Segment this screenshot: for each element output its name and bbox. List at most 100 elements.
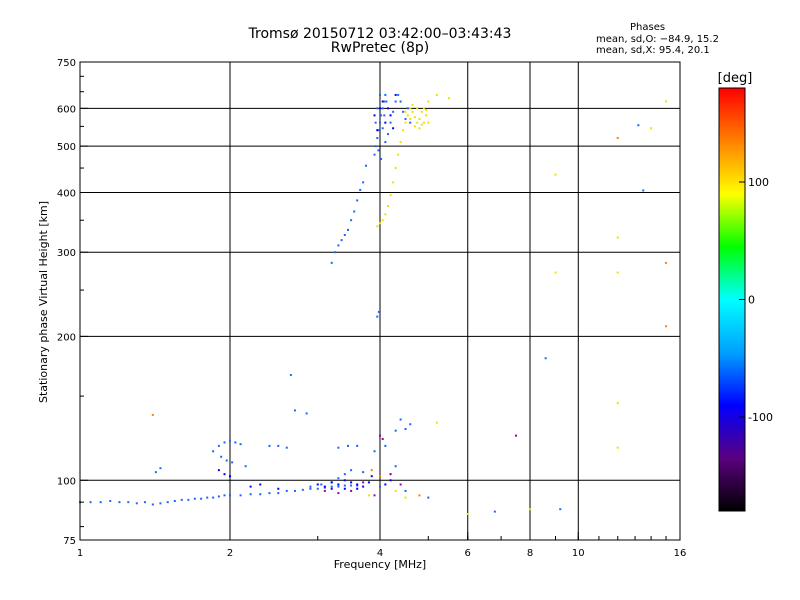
echo-point: [330, 481, 333, 484]
echo-point: [404, 121, 407, 124]
echo-point: [389, 121, 392, 124]
y-tick-label: 75: [63, 536, 76, 547]
echo-point: [353, 210, 356, 213]
echo-point: [305, 412, 308, 415]
echo-point: [409, 423, 412, 426]
echo-point: [206, 496, 209, 499]
echo-point: [418, 117, 421, 120]
echo-point: [362, 481, 365, 484]
echo-point: [394, 465, 397, 468]
echo-point: [223, 441, 226, 444]
echo-point: [402, 110, 405, 113]
colorbar-tick-label: -100: [748, 411, 773, 424]
echo-point: [154, 471, 157, 474]
echo-point: [293, 409, 296, 412]
colorbar-ticks: 100 0 -100: [739, 176, 773, 424]
echo-point: [397, 93, 400, 96]
echo-point: [239, 443, 242, 446]
echo-point: [376, 137, 379, 140]
echo-point: [200, 497, 203, 500]
echo-point: [466, 513, 469, 516]
echo-point: [381, 437, 384, 440]
echo-point: [293, 489, 296, 492]
y-tick-label: 200: [57, 332, 76, 343]
echo-point: [379, 222, 381, 225]
echo-point: [350, 219, 353, 222]
echo-point: [376, 315, 379, 318]
echo-point: [99, 501, 102, 504]
echo-point: [109, 500, 112, 503]
echo-points: [79, 93, 668, 516]
x-tick-label: 6: [465, 548, 471, 559]
echo-point: [404, 489, 407, 492]
echo-point: [376, 107, 379, 110]
echo-point: [377, 129, 380, 132]
echo-point: [316, 487, 319, 490]
echo-point: [435, 93, 438, 96]
echo-point: [367, 481, 370, 484]
echo-point: [399, 418, 402, 421]
echo-point: [380, 114, 383, 117]
y-tick-label: 300: [57, 248, 76, 259]
y-tick-label: 100: [57, 476, 76, 487]
echo-point: [418, 127, 421, 130]
chart-title: Tromsø 20150712 03:42:00–03:43:43: [248, 26, 512, 42]
echo-point: [350, 489, 353, 492]
echo-point: [340, 239, 343, 242]
echo-point: [416, 107, 419, 110]
echo-point: [377, 310, 380, 313]
echo-point: [394, 93, 397, 96]
echo-point: [362, 471, 365, 474]
echo-point: [229, 494, 231, 497]
echo-point: [231, 461, 234, 464]
echo-point: [404, 496, 407, 499]
echo-point: [249, 485, 252, 488]
echo-point: [397, 153, 400, 156]
echo-point: [193, 497, 196, 500]
echo-point: [212, 450, 215, 453]
colorbar-label: [deg]: [718, 71, 753, 86]
echo-point: [665, 100, 668, 103]
echo-point: [118, 501, 121, 504]
phase-colorbar: [deg]: [718, 71, 753, 512]
x-tick-label: 1: [77, 548, 83, 559]
echo-point: [616, 236, 619, 239]
echo-point: [229, 439, 231, 442]
echo-point: [373, 114, 376, 117]
echo-point: [642, 189, 645, 192]
echo-point: [316, 483, 319, 486]
echo-point: [356, 199, 359, 202]
x-axis: 1 2 4 6 8 10 16: [77, 532, 686, 559]
echo-point: [413, 116, 416, 119]
echo-point: [223, 473, 226, 476]
echo-point: [413, 125, 416, 128]
echo-point: [411, 110, 414, 113]
echo-point: [212, 496, 215, 499]
echo-point: [420, 110, 423, 113]
echo-point: [399, 141, 402, 144]
echo-point: [416, 121, 419, 124]
echo-point: [370, 475, 373, 478]
echo-point: [392, 110, 395, 113]
echo-point: [376, 225, 379, 228]
echo-point: [343, 473, 346, 476]
echo-point: [404, 428, 407, 431]
echo-point: [406, 114, 409, 117]
echo-point: [394, 100, 397, 103]
echo-point: [362, 181, 365, 184]
echo-point: [616, 402, 619, 405]
echo-point: [418, 494, 421, 497]
echo-point: [343, 479, 346, 482]
echo-point: [392, 127, 395, 130]
colorbar-tick-label: 100: [748, 176, 769, 189]
echo-point: [159, 502, 162, 505]
echo-point: [409, 121, 412, 124]
echo-point: [386, 107, 389, 110]
echo-point: [616, 137, 619, 140]
echo-point: [381, 100, 384, 103]
echo-point: [359, 188, 362, 191]
echo-point: [330, 487, 333, 490]
echo-point: [384, 444, 387, 447]
echo-point: [373, 494, 376, 497]
echo-point: [402, 129, 405, 132]
